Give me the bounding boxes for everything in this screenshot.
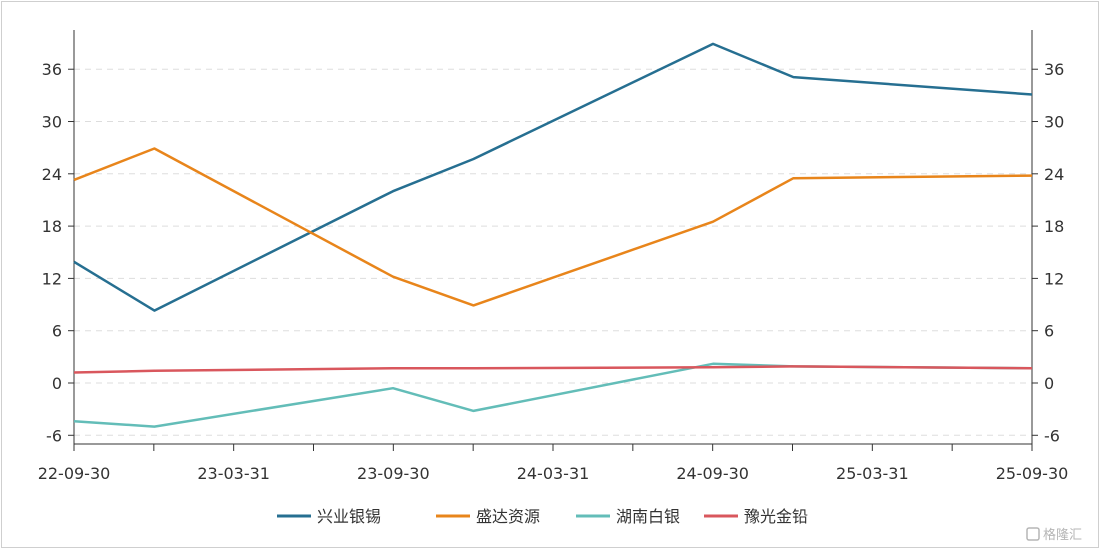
y-tick-label-left: 0 <box>52 374 62 393</box>
y-tick-label-left: 30 <box>42 113 62 132</box>
series-line-4 <box>73 365 1033 374</box>
x-tick-label: 24-09-30 <box>676 464 749 483</box>
y-tick-label-left: 24 <box>42 165 62 184</box>
legend-item[interactable]: 兴业银锡 <box>277 507 381 526</box>
legend: 兴业银锡 盛达资源 湖南白银 豫光金铅 <box>277 507 808 526</box>
watermark-text: 格隆汇 <box>1043 527 1082 543</box>
y-tick-label-right: -6 <box>1044 426 1060 445</box>
y-tick-label-left: -6 <box>46 426 62 445</box>
y-tick-label-right: 6 <box>1044 322 1054 341</box>
legend-label: 盛达资源 <box>476 507 540 526</box>
y-tick-label-left: 36 <box>42 60 62 79</box>
axes: 36 36 30 30 24 24 18 18 12 12 6 6 0 0 -6 -6 22-09-30 23-0… <box>38 30 1069 483</box>
y-tick-label-right: 36 <box>1044 60 1064 79</box>
x-tick-label: 23-03-31 <box>197 464 270 483</box>
y-tick-label-right: 18 <box>1044 217 1064 236</box>
series-line-2 <box>73 147 1033 307</box>
series-lines <box>73 42 1033 428</box>
y-tick-label-right: 24 <box>1044 165 1064 184</box>
legend-label: 兴业银锡 <box>317 507 381 526</box>
y-tick-label-left: 18 <box>42 217 62 236</box>
legend-item[interactable]: 湖南白银 <box>576 507 680 526</box>
series-line-1 <box>73 42 1033 312</box>
x-tick-label: 22-09-30 <box>38 464 111 483</box>
x-tick-label: 25-03-31 <box>836 464 909 483</box>
y-tick-label-left: 6 <box>52 322 62 341</box>
x-tick-label: 24-03-31 <box>517 464 590 483</box>
watermark-logo-icon <box>1026 527 1040 541</box>
series-line-3 <box>73 362 1033 428</box>
legend-label: 豫光金铅 <box>744 507 808 526</box>
watermark: 格隆汇 <box>1026 527 1082 543</box>
x-tick-label: 23-09-30 <box>357 464 430 483</box>
y-tick-label-left: 12 <box>42 269 62 288</box>
y-tick-label-right: 12 <box>1044 269 1064 288</box>
legend-label: 湖南白银 <box>616 507 680 526</box>
gridlines <box>74 68 1032 436</box>
y-tick-label-right: 0 <box>1044 374 1054 393</box>
y-tick-label-right: 30 <box>1044 113 1064 132</box>
x-tick-label: 25-09-30 <box>996 464 1069 483</box>
legend-item[interactable]: 豫光金铅 <box>704 507 808 526</box>
legend-item[interactable]: 盛达资源 <box>436 507 540 526</box>
